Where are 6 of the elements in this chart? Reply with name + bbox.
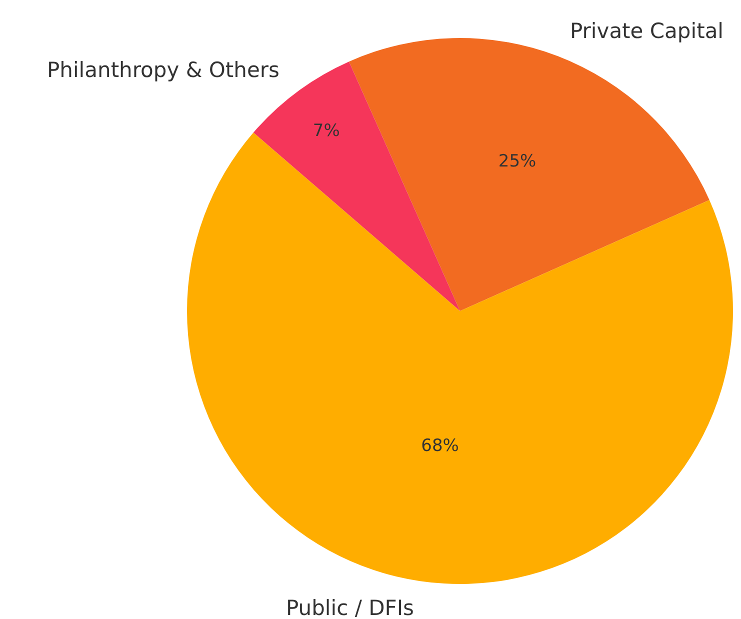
data-label: 7%	[312, 121, 340, 142]
slice-label: Private Capital	[570, 19, 724, 43]
slice-label: Public / DFIs	[286, 596, 414, 619]
slice-label: Philanthropy & Others	[47, 58, 280, 82]
data-label: 25%	[498, 152, 536, 172]
data-label: 68%	[421, 436, 459, 456]
